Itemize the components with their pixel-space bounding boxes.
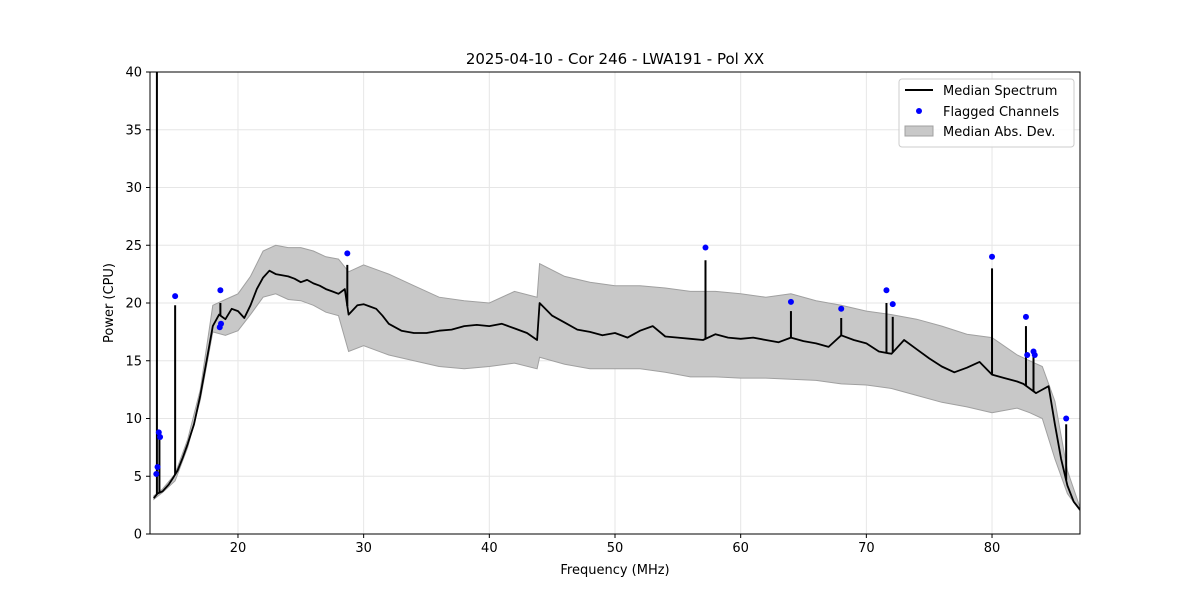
flagged-channel-point — [218, 320, 225, 327]
y-tick-label: 30 — [125, 181, 142, 196]
y-tick-label: 40 — [125, 66, 142, 81]
x-axis-ticks: 20 30 40 50 60 70 80 — [230, 534, 1001, 556]
y-tick-label: 10 — [125, 412, 142, 427]
legend-median-label: Median Spectrum — [943, 84, 1057, 99]
mad-band-layer — [153, 244, 1080, 512]
x-tick-label: 80 — [984, 541, 1001, 556]
legend: Median Spectrum Flagged Channels Median … — [898, 78, 1075, 148]
flagged-channel-point — [838, 305, 845, 312]
x-tick-label: 60 — [732, 541, 749, 556]
median-line-layer — [153, 269, 1080, 511]
legend-mad-label: Median Abs. Dev. — [943, 125, 1055, 140]
mad-band — [153, 244, 1080, 512]
flagged-channel-point — [172, 293, 179, 300]
x-axis-label: Frequency (MHz) — [560, 563, 669, 578]
flagged-channel-point — [1031, 351, 1038, 358]
flagged-channels-layer — [153, 244, 1070, 477]
x-tick-label: 40 — [481, 541, 498, 556]
median-spectrum-line — [153, 269, 1080, 511]
flagged-channel-point — [1022, 313, 1029, 320]
y-axis-ticks: 0 5 10 15 20 25 30 35 40 — [125, 66, 150, 543]
flagged-channel-point — [155, 429, 162, 436]
flagged-channel-point — [153, 470, 160, 477]
y-tick-label: 15 — [125, 354, 142, 369]
legend-box — [898, 78, 1075, 148]
spike-layer — [155, 72, 1068, 495]
flagged-channel-point — [787, 298, 794, 305]
y-tick-label: 25 — [125, 239, 142, 254]
flagged-channel-point — [702, 244, 709, 251]
flagged-channel-point — [154, 464, 161, 471]
flagged-channel-point — [883, 287, 890, 294]
legend-flagged-label: Flagged Channels — [943, 105, 1059, 120]
y-tick-label: 35 — [125, 123, 142, 138]
y-tick-label: 5 — [134, 470, 142, 485]
x-tick-label: 20 — [230, 541, 247, 556]
x-tick-label: 30 — [355, 541, 372, 556]
legend-flagged-swatch — [916, 108, 922, 114]
flagged-channel-point — [344, 250, 351, 257]
y-tick-label: 20 — [125, 297, 142, 312]
y-tick-label: 0 — [134, 528, 142, 543]
flagged-channel-point — [1063, 415, 1070, 422]
chart-title: 2025-04-10 - Cor 246 - LWA191 - Pol XX — [466, 50, 764, 68]
flagged-channel-point — [217, 287, 224, 294]
y-axis-label: Power (CPU) — [102, 263, 117, 343]
x-tick-label: 70 — [858, 541, 875, 556]
flagged-channel-point — [889, 301, 896, 308]
legend-mad-swatch — [904, 125, 934, 137]
flagged-channel-point — [157, 433, 164, 440]
flagged-channel-point — [989, 253, 996, 260]
x-tick-label: 50 — [607, 541, 624, 556]
flagged-channel-point — [1024, 351, 1031, 358]
